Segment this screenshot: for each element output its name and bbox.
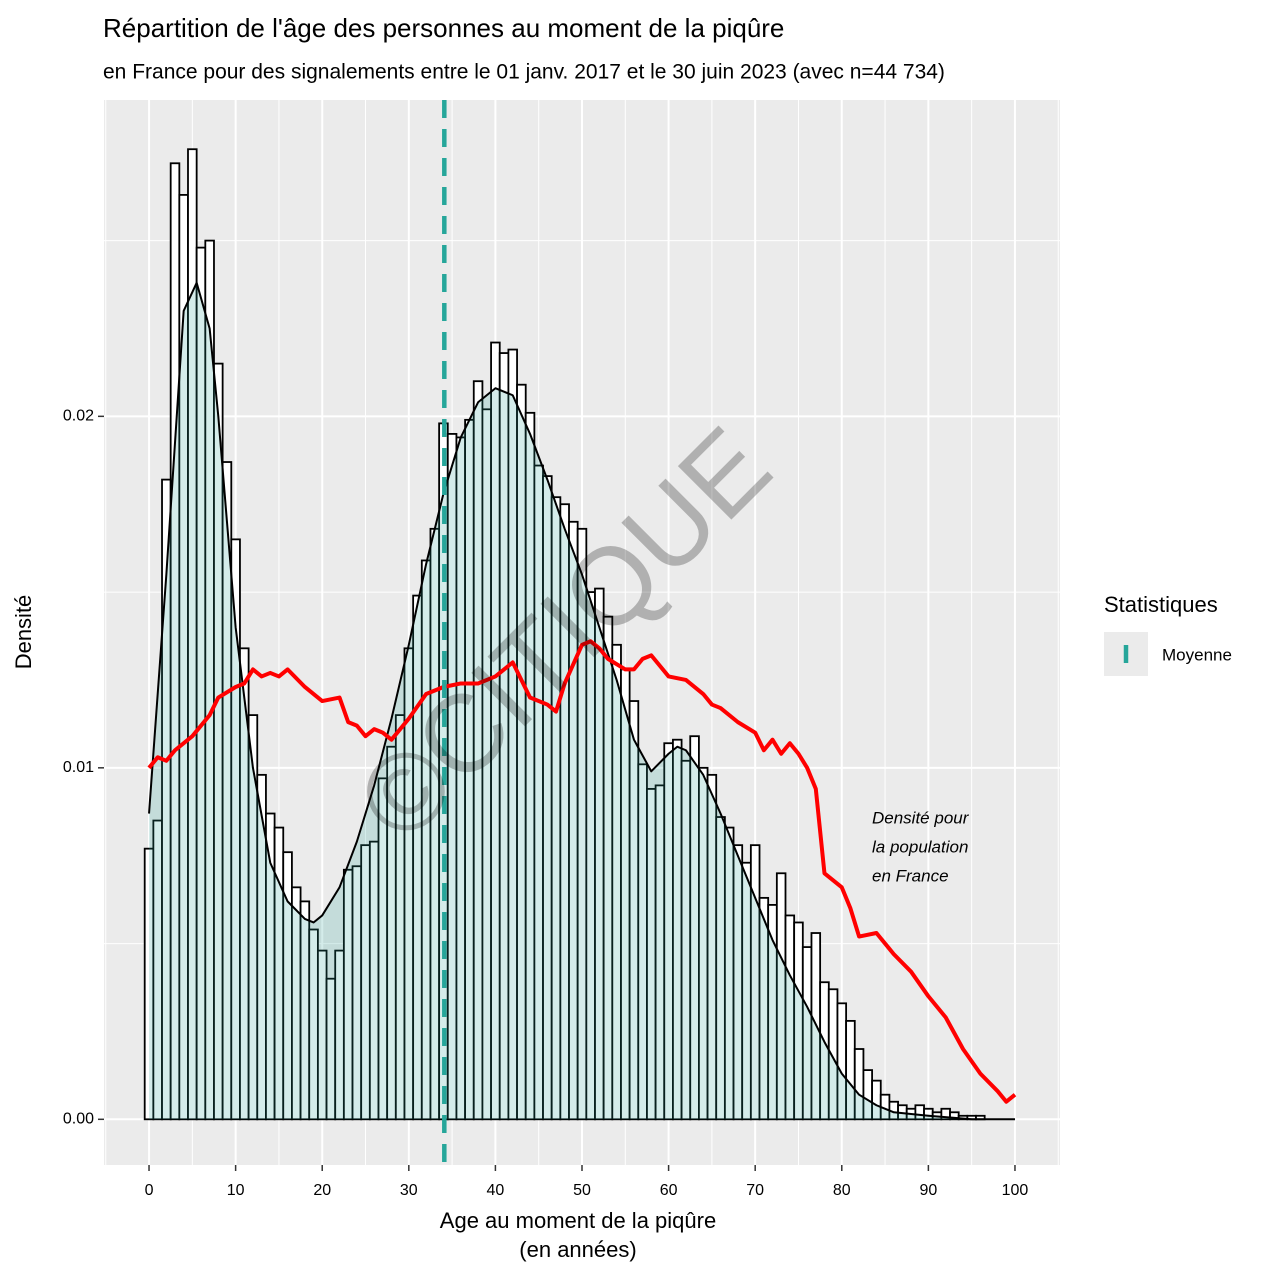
legend-title: Statistiques <box>1104 592 1218 617</box>
density-line <box>147 639 1017 1104</box>
x-axis-label: Age au moment de la piqûre <box>440 1208 716 1233</box>
y-axis-label: Densité <box>11 595 36 670</box>
annotation: Densité pour <box>872 808 970 827</box>
x-tick-label: 10 <box>227 1182 245 1199</box>
x-tick-label: 50 <box>573 1182 591 1199</box>
density-line <box>148 281 1015 1121</box>
x-tick-label: 20 <box>313 1182 331 1199</box>
x-tick-label: 60 <box>660 1182 678 1199</box>
x-tick-label: 0 <box>145 1182 154 1199</box>
x-tick-label: 90 <box>919 1182 937 1199</box>
y-tick-label: 0.02 <box>63 408 94 425</box>
x-tick-label: 100 <box>1002 1182 1029 1199</box>
density-area <box>149 282 1015 1120</box>
x-tick-label: 30 <box>400 1182 418 1199</box>
annotation: en France <box>872 866 949 885</box>
x-tick-label: 80 <box>833 1182 851 1199</box>
marks <box>143 100 1017 1165</box>
annotation: la population <box>872 837 968 856</box>
x-tick-label: 40 <box>487 1182 505 1199</box>
chart-title: Répartition de l'âge des personnes au mo… <box>103 13 784 43</box>
legend-label: Moyenne <box>1162 645 1232 664</box>
x-tick-label: 70 <box>746 1182 764 1199</box>
chart-subtitle: en France pour des signalements entre le… <box>103 61 945 84</box>
y-tick-label: 0.01 <box>63 759 94 776</box>
x-axis-label: (en années) <box>519 1237 636 1262</box>
y-tick-label: 0.00 <box>63 1111 94 1128</box>
axes: 0 10 20 30 40 50 60 70 80 90 100 0.00 0.01 0.02 <box>63 408 1029 1200</box>
